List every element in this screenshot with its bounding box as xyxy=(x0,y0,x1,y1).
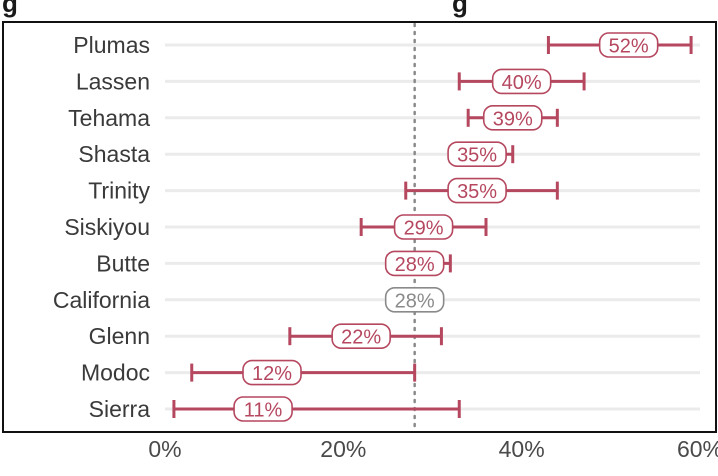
x-tick-label: 0% xyxy=(148,436,181,462)
value-label: 52% xyxy=(609,36,649,58)
value-label-box xyxy=(598,32,659,58)
category-label: Siskiyou xyxy=(64,214,150,240)
value-label: 35% xyxy=(457,145,497,167)
value-label: 12% xyxy=(252,363,292,385)
category-label: Butte xyxy=(96,250,150,276)
value-label-box xyxy=(447,141,507,167)
category-label: Glenn xyxy=(89,323,150,349)
category-label: Plumas xyxy=(73,32,150,58)
title-fragment-left: g xyxy=(2,0,18,18)
category-label: Lassen xyxy=(76,68,150,94)
category-label: Modoc xyxy=(81,360,150,386)
value-label: 35% xyxy=(457,181,497,203)
x-tick-labels: 0% 20% 40% 60% xyxy=(148,436,718,462)
category-label: Tehama xyxy=(68,105,150,131)
value-label: 40% xyxy=(502,72,542,94)
value-label: 29% xyxy=(404,218,444,240)
value-label-box xyxy=(482,105,543,131)
value-label-box xyxy=(331,323,391,350)
value-label-box xyxy=(233,396,293,422)
category-label: California xyxy=(53,287,150,313)
x-tick-label: 20% xyxy=(320,436,366,462)
value-label-box xyxy=(393,214,454,240)
value-label: 39% xyxy=(493,108,533,130)
value-labels: 52% 40% 39% 35% 35% 29% 28% 28% 22% 12% 11% xyxy=(233,32,659,422)
value-label: 22% xyxy=(341,327,381,349)
x-tick-label: 60% xyxy=(677,436,718,462)
value-label-box xyxy=(384,286,445,313)
category-label: Shasta xyxy=(78,141,150,167)
value-label: 11% xyxy=(244,400,283,422)
value-label: 28% xyxy=(395,254,435,276)
title-fragment-middle: g xyxy=(452,0,468,18)
value-label-box xyxy=(242,359,302,386)
category-label: Sierra xyxy=(89,396,151,422)
value-label: 28% xyxy=(395,290,435,312)
value-label-box xyxy=(384,250,445,277)
value-label-box xyxy=(491,68,552,95)
value-label-box xyxy=(447,177,507,204)
x-tick-label: 40% xyxy=(499,436,545,462)
category-labels: Plumas Lassen Tehama Shasta Trinity Siskiyou B… xyxy=(53,32,151,422)
plot-frame xyxy=(2,21,717,433)
category-label: Trinity xyxy=(88,178,150,204)
